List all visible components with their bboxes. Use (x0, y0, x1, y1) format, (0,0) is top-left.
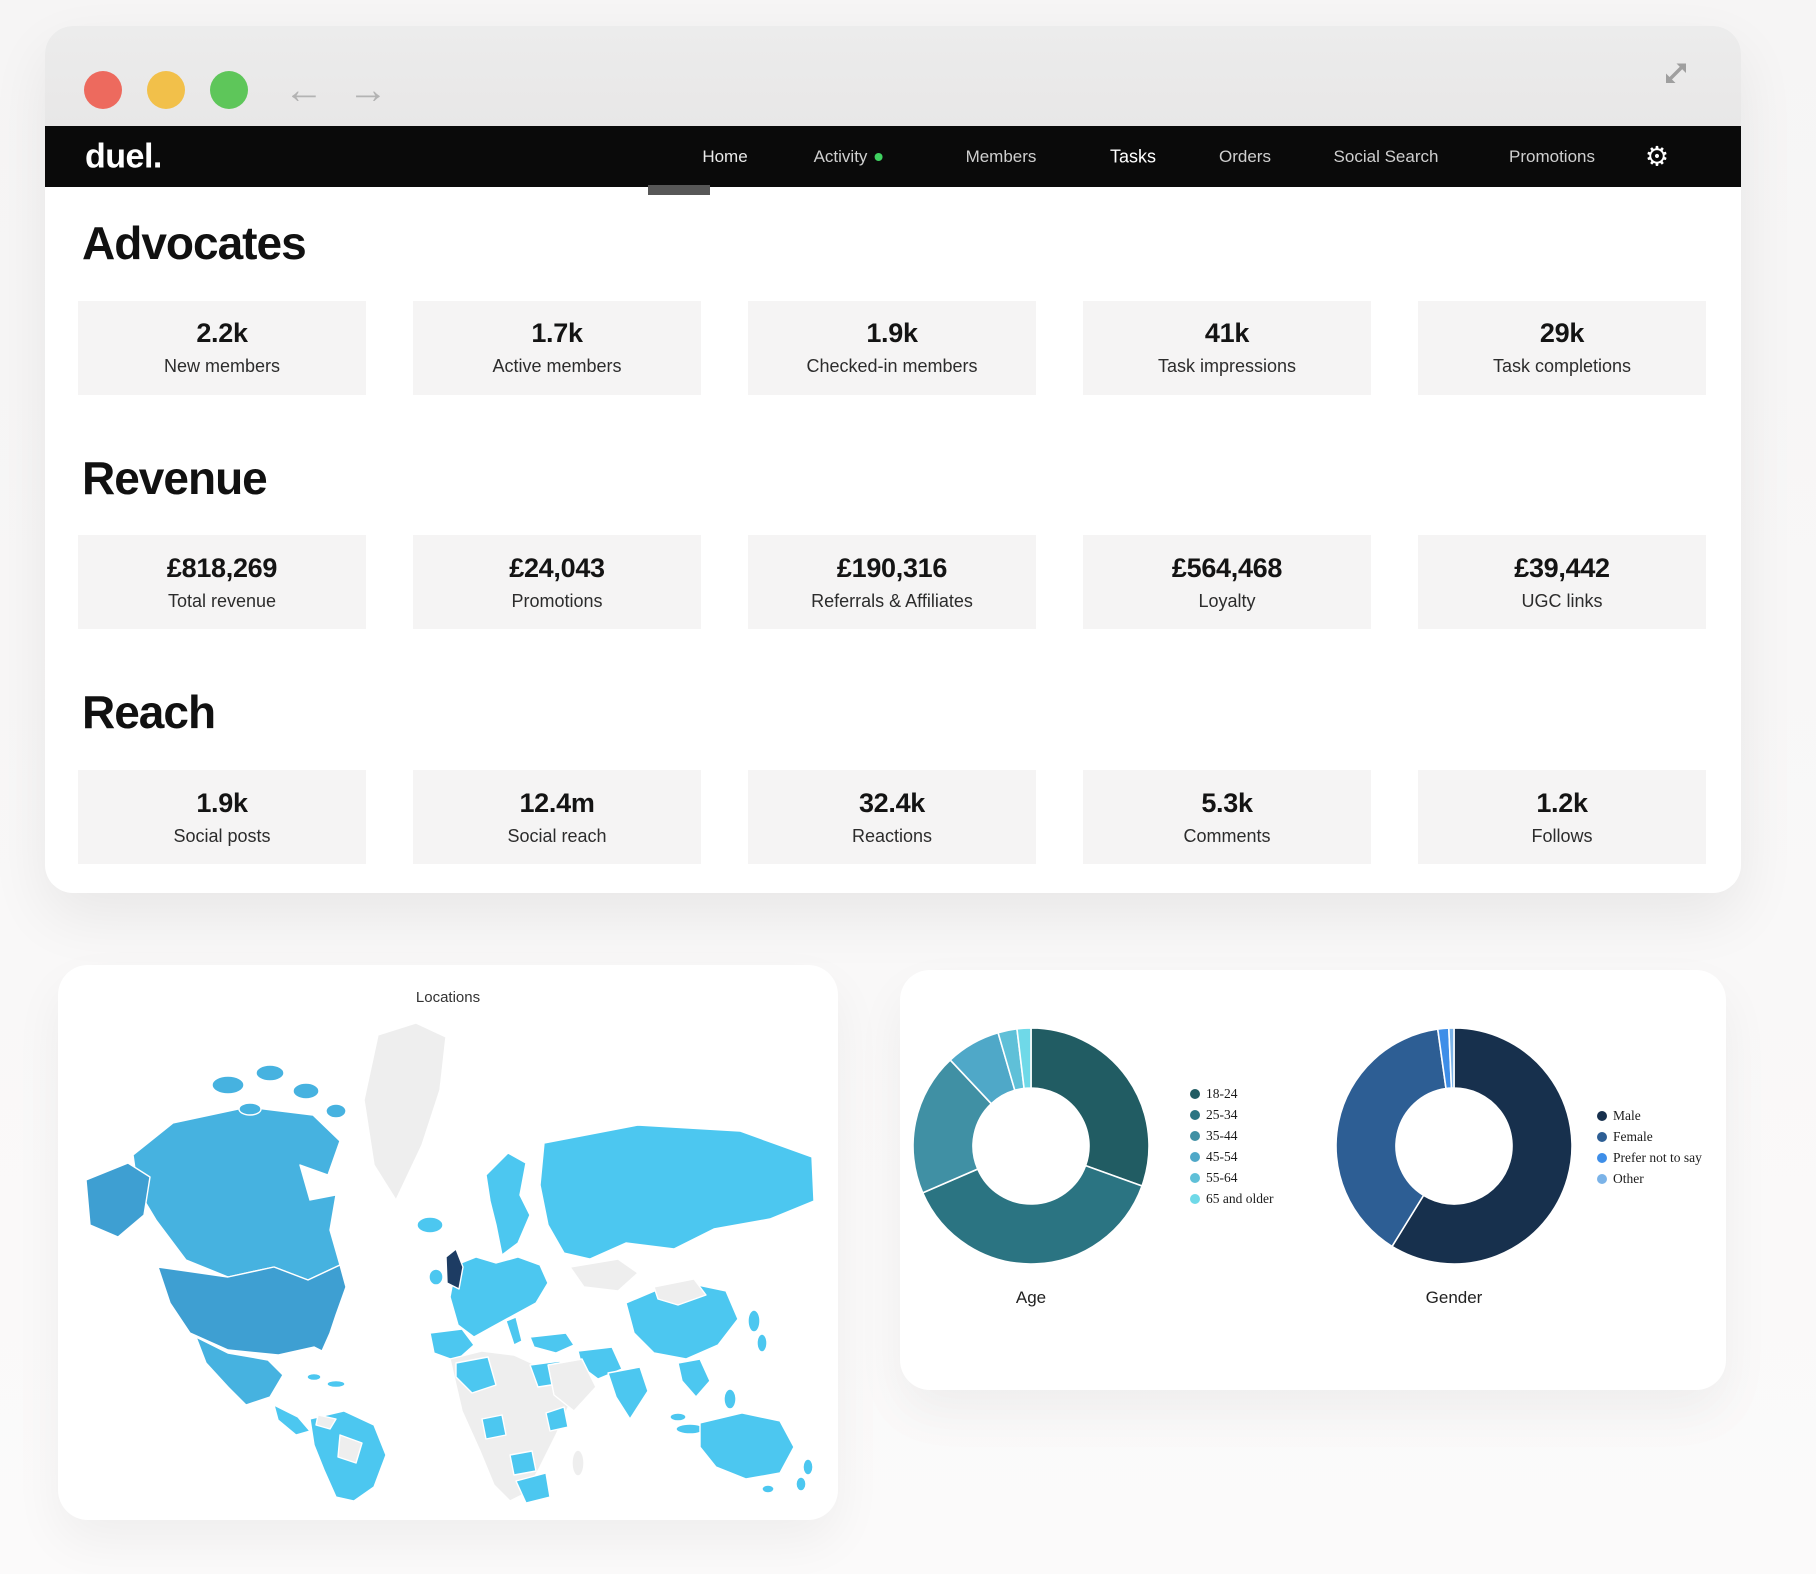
browser-window: ← → duel. Home Activity Members Tasks (45, 26, 1741, 893)
legend-item: 18-24 (1190, 1083, 1273, 1104)
legend-label: Female (1613, 1128, 1653, 1144)
browser-back-icon[interactable]: ← (284, 68, 324, 112)
legend-label: 45-54 (1206, 1148, 1238, 1164)
duel-logo[interactable]: duel. (85, 137, 162, 175)
stat-card-task-completions: 29k Task completions (1418, 300, 1706, 395)
legend-item: 45-54 (1190, 1146, 1273, 1167)
legend-item: Prefer not to say (1597, 1147, 1702, 1168)
section-reach: Reach 1.9k Social posts 12.4m Social rea… (78, 686, 1708, 865)
legend-dot-icon (1190, 1172, 1200, 1183)
settings-gear-icon[interactable]: ⚙ (1644, 141, 1670, 171)
legend-label: Male (1613, 1107, 1641, 1123)
stat-card-follows: 1.2k Follows (1418, 770, 1706, 865)
stat-card-checked-in-members: 1.9k Checked-in members (748, 300, 1036, 395)
map-region-europe (428, 1152, 549, 1362)
legend-dot-icon (1597, 1173, 1607, 1184)
stat-card-social-posts: 1.9k Social posts (78, 770, 366, 865)
legend-label: Prefer not to say (1613, 1149, 1702, 1165)
locations-map-card: Locations (58, 965, 838, 1520)
legend-label: 65 and older (1206, 1190, 1274, 1206)
close-window-icon[interactable] (84, 71, 122, 109)
stat-card-loyalty: £564,468 Loyalty (1083, 535, 1371, 630)
stat-card-total-revenue: £818,269 Total revenue (78, 535, 366, 630)
map-region-asia (529, 1124, 815, 1447)
legend-dot-icon (1190, 1130, 1200, 1141)
map-region-north-america (85, 1064, 347, 1436)
legend-label: 25-34 (1206, 1106, 1238, 1122)
age-chart-label: Age (1015, 1288, 1047, 1307)
demographics-card: 18-24 25-34 35-44 45-54 55-64 65 and older Ag… (900, 970, 1726, 1390)
map-region-oceania (699, 1412, 814, 1494)
donut-segment (1030, 1027, 1150, 1187)
legend-item: 65 and older (1190, 1188, 1273, 1209)
legend-dot-icon (1597, 1110, 1607, 1121)
nav-item-members[interactable]: Members (965, 146, 1037, 166)
stat-card-comments: 5.3k Comments (1083, 770, 1371, 865)
section-revenue: Revenue £818,269 Total revenue £24,043 P… (78, 451, 1708, 630)
active-tab-indicator (648, 185, 710, 195)
legend-dot-icon (1190, 1193, 1200, 1204)
donut-segment (1390, 1027, 1573, 1265)
activity-notification-dot-icon (874, 152, 883, 161)
section-title: Revenue (82, 451, 268, 504)
map-region-greenland (363, 1022, 447, 1234)
browser-forward-icon[interactable]: → (348, 68, 388, 112)
gender-donut-chart (1335, 1027, 1573, 1265)
legend-label: 55-64 (1206, 1169, 1238, 1185)
age-donut-chart (912, 1027, 1150, 1265)
legend-label: Other (1613, 1170, 1644, 1186)
legend-label: 18-24 (1206, 1085, 1238, 1101)
stat-card-reactions: 32.4k Reactions (748, 770, 1036, 865)
map-title: Locations (415, 989, 481, 1006)
age-legend: 18-24 25-34 35-44 45-54 55-64 65 and older (1190, 1083, 1273, 1209)
legend-dot-icon (1190, 1088, 1200, 1099)
section-advocates: Advocates 2.2k New members 1.7k Active m… (78, 217, 1708, 395)
gender-legend: Male Female Prefer not to say Other (1597, 1105, 1702, 1189)
world-map (85, 1022, 815, 1504)
country-united-kingdom (445, 1248, 464, 1290)
window-titlebar: ← → (45, 26, 1741, 126)
nav-item-activity[interactable]: Activity (814, 147, 883, 167)
nav-item-tasks[interactable]: Tasks (1109, 146, 1157, 166)
donut-segment (921, 1164, 1144, 1265)
legend-item: 55-64 (1190, 1167, 1273, 1188)
expand-window-icon[interactable] (1659, 56, 1693, 95)
map-region-africa (449, 1350, 585, 1504)
nav-item-orders[interactable]: Orders (1219, 146, 1271, 166)
stat-card-social-reach: 12.4m Social reach (413, 770, 701, 865)
minimize-window-icon[interactable] (147, 71, 185, 109)
gender-chart-label: Gender (1425, 1288, 1483, 1307)
donut-segment (1016, 1027, 1032, 1090)
donut-segment (1335, 1028, 1447, 1248)
dashboard-content: Advocates 2.2k New members 1.7k Active m… (45, 187, 1741, 865)
stat-card-ugc-links: £39,442 UGC links (1418, 535, 1706, 630)
legend-label: 35-44 (1206, 1127, 1238, 1143)
stat-card-referrals-affiliates: £190,316 Referrals & Affiliates (748, 535, 1036, 630)
stat-card-active-members: 1.7k Active members (413, 300, 701, 395)
donut-segment (1447, 1027, 1455, 1089)
legend-dot-icon (1597, 1152, 1607, 1163)
nav-item-social-search[interactable]: Social Search (1333, 146, 1439, 166)
legend-item: 35-44 (1190, 1125, 1273, 1146)
legend-dot-icon (1597, 1131, 1607, 1142)
map-region-south-america (309, 1410, 387, 1502)
nav-item-promotions[interactable]: Promotions (1509, 146, 1595, 166)
legend-item: 25-34 (1190, 1104, 1273, 1125)
legend-dot-icon (1190, 1109, 1200, 1120)
maximize-window-icon[interactable] (210, 71, 248, 109)
nav-item-home[interactable]: Home (702, 146, 748, 166)
stat-card-new-members: 2.2k New members (78, 300, 366, 395)
legend-item: Other (1597, 1168, 1702, 1189)
section-title: Advocates (82, 217, 307, 269)
legend-dot-icon (1190, 1151, 1200, 1162)
legend-item: Female (1597, 1126, 1702, 1147)
main-navigation: duel. Home Activity Members Tasks Orders… (45, 126, 1741, 195)
legend-item: Male (1597, 1105, 1702, 1126)
stat-card-promotions-revenue: £24,043 Promotions (413, 535, 701, 630)
section-title: Reach (82, 686, 216, 739)
stat-card-task-impressions: 41k Task impressions (1083, 300, 1371, 395)
